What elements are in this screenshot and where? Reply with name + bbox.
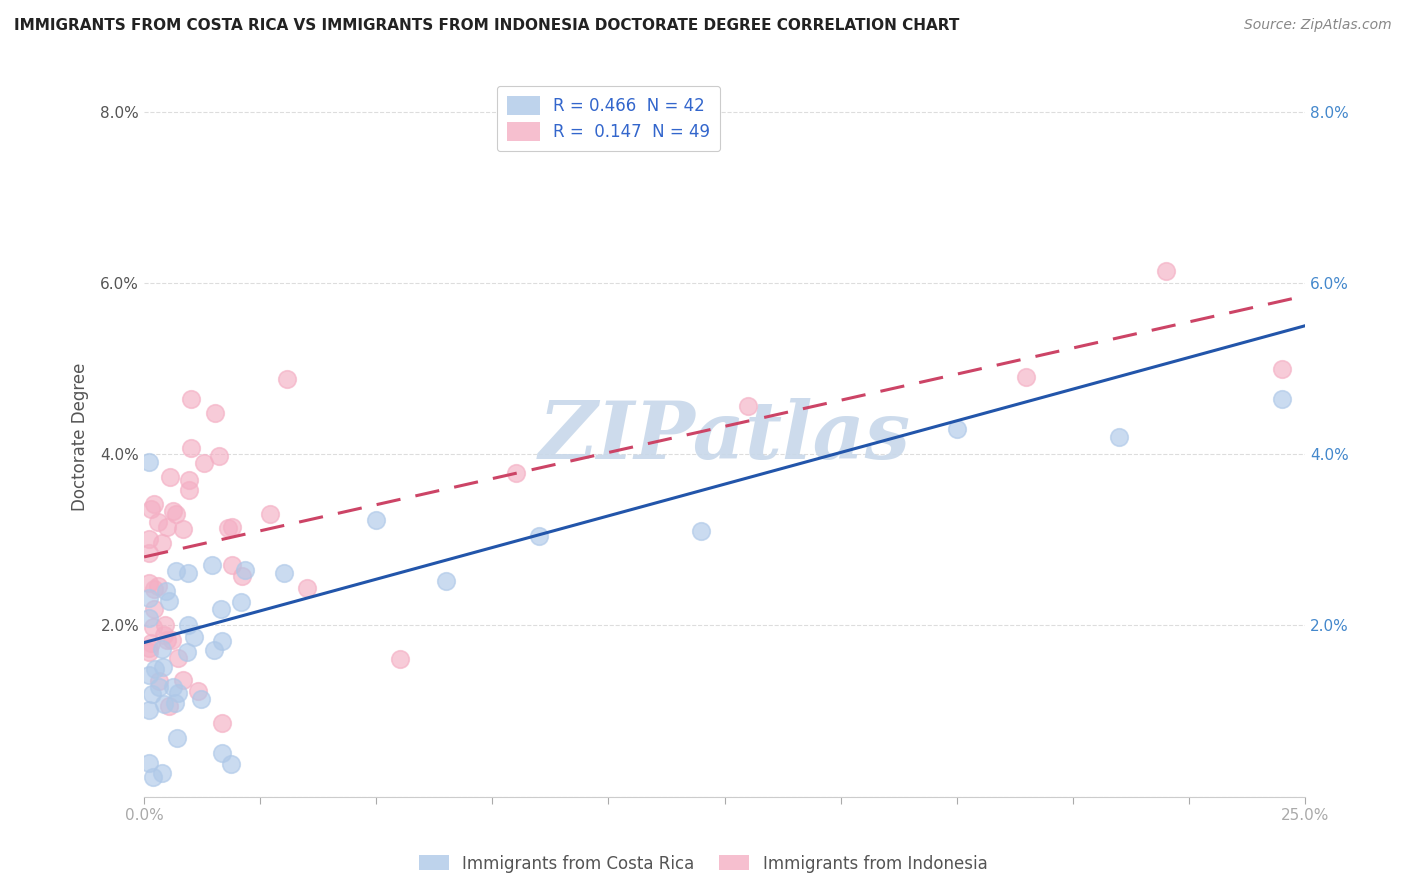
Point	[152, 766, 174, 780]
Point	[273, 566, 295, 580]
Text: ZIPatlas: ZIPatlas	[538, 399, 911, 475]
Point	[153, 618, 176, 632]
Point	[1271, 362, 1294, 376]
Point	[141, 636, 163, 650]
Point	[172, 522, 194, 536]
Point	[150, 642, 173, 657]
Point	[138, 591, 160, 605]
Text: IMMIGRANTS FROM COSTA RICA VS IMMIGRANTS FROM INDONESIA DOCTORATE DEGREE CORRELA: IMMIGRANTS FROM COSTA RICA VS IMMIGRANTS…	[14, 18, 959, 33]
Point	[163, 696, 186, 710]
Point	[162, 680, 184, 694]
Point	[366, 513, 388, 527]
Point	[138, 703, 160, 717]
Point	[217, 520, 239, 534]
Point	[295, 581, 318, 595]
Point	[202, 643, 225, 657]
Point	[138, 668, 160, 682]
Point	[201, 558, 224, 572]
Point	[231, 569, 253, 583]
Point	[152, 628, 174, 642]
Point	[138, 546, 160, 560]
Point	[143, 662, 166, 676]
Y-axis label: Doctorate Degree: Doctorate Degree	[72, 363, 89, 511]
Point	[946, 422, 969, 436]
Point	[219, 756, 242, 771]
Text: Source: ZipAtlas.com: Source: ZipAtlas.com	[1244, 18, 1392, 32]
Point	[138, 641, 160, 656]
Point	[138, 455, 160, 469]
Point	[434, 574, 457, 588]
Point	[142, 601, 165, 615]
Point	[142, 620, 165, 634]
Point	[146, 579, 169, 593]
Point	[177, 483, 200, 497]
Point	[162, 504, 184, 518]
Point	[221, 520, 243, 534]
Point	[229, 595, 252, 609]
Point	[138, 756, 160, 770]
Point	[176, 645, 198, 659]
Point	[233, 563, 256, 577]
Point	[172, 673, 194, 687]
Point	[157, 594, 180, 608]
Point	[146, 515, 169, 529]
Point	[141, 687, 163, 701]
Point	[211, 746, 233, 760]
Point	[156, 520, 179, 534]
Point	[221, 558, 243, 573]
Point	[1015, 369, 1038, 384]
Point	[180, 392, 202, 406]
Point	[155, 584, 177, 599]
Point	[150, 535, 173, 549]
Point	[152, 697, 174, 711]
Point	[737, 399, 759, 413]
Point	[142, 582, 165, 597]
Point	[157, 699, 180, 714]
Point	[148, 674, 170, 689]
Point	[211, 716, 233, 731]
Point	[156, 632, 179, 647]
Point	[165, 507, 187, 521]
Legend: R = 0.466  N = 42, R =  0.147  N = 49: R = 0.466 N = 42, R = 0.147 N = 49	[496, 86, 720, 151]
Point	[148, 680, 170, 694]
Point	[179, 473, 201, 487]
Point	[180, 441, 202, 455]
Point	[138, 576, 160, 591]
Point	[1108, 430, 1130, 444]
Point	[187, 683, 209, 698]
Point	[166, 651, 188, 665]
Point	[138, 610, 160, 624]
Point	[166, 731, 188, 745]
Point	[388, 652, 411, 666]
Point	[209, 601, 232, 615]
Point	[1154, 264, 1177, 278]
Point	[183, 630, 205, 644]
Point	[276, 372, 298, 386]
Point	[177, 566, 200, 580]
Point	[208, 449, 231, 463]
Point	[177, 618, 200, 632]
Point	[1271, 392, 1294, 406]
Point	[211, 634, 233, 648]
Point	[165, 564, 187, 578]
Point	[160, 633, 183, 648]
Point	[259, 508, 281, 522]
Point	[159, 470, 181, 484]
Point	[505, 467, 527, 481]
Point	[190, 691, 212, 706]
Point	[152, 659, 174, 673]
Point	[138, 645, 160, 659]
Point	[142, 497, 165, 511]
Point	[690, 524, 713, 538]
Point	[166, 686, 188, 700]
Point	[139, 501, 162, 516]
Point	[193, 456, 215, 470]
Point	[142, 770, 165, 784]
Point	[527, 528, 550, 542]
Point	[204, 406, 226, 420]
Point	[138, 533, 160, 547]
Legend: Immigrants from Costa Rica, Immigrants from Indonesia: Immigrants from Costa Rica, Immigrants f…	[412, 848, 994, 880]
